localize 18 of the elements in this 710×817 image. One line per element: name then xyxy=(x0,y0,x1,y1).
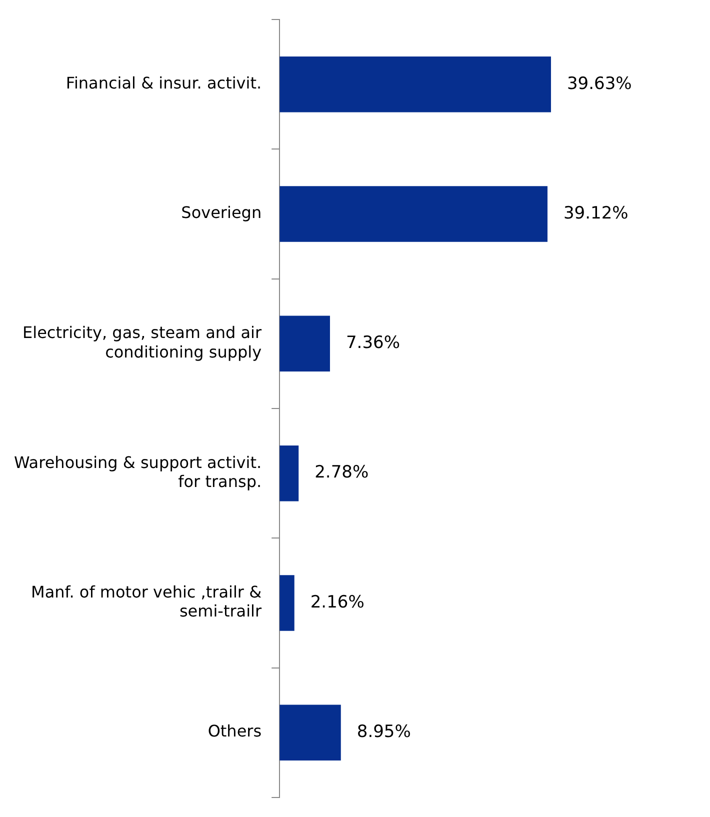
bar xyxy=(280,316,330,372)
bar xyxy=(280,56,551,112)
bar xyxy=(280,575,294,631)
bar xyxy=(280,704,341,760)
y-tick-label: Financial & insur. activit. xyxy=(66,74,262,93)
data-label: 39.63% xyxy=(566,74,632,94)
bar xyxy=(280,186,548,242)
data-label: 7.36% xyxy=(346,333,400,354)
y-tick-label: Others xyxy=(208,722,262,741)
data-label: 8.95% xyxy=(356,722,411,742)
y-tick-label: Electricity, gas, steam and air conditioning supply xyxy=(22,323,262,362)
data-label: 2.78% xyxy=(314,462,369,483)
y-tick-label: Warehousing & support activit. for transp. xyxy=(14,452,262,492)
bar xyxy=(280,445,299,502)
data-label: 39.12% xyxy=(563,203,628,224)
y-tick-label: Manf. of motor vehic ,trailr & semi-trailr xyxy=(31,582,262,621)
data-label: 2.16% xyxy=(310,592,364,612)
y-tick-label: Soveriegn xyxy=(181,203,262,222)
